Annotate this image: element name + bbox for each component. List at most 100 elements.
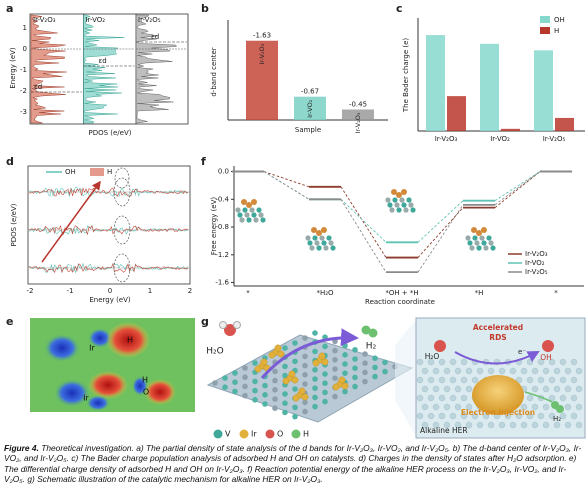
lattice-atom bbox=[460, 358, 468, 366]
x-tick-label: *H bbox=[475, 289, 484, 297]
connector bbox=[340, 186, 387, 258]
connector bbox=[263, 171, 310, 188]
bar bbox=[501, 128, 520, 131]
lattice-atom bbox=[372, 364, 378, 371]
atom-label: H bbox=[127, 336, 133, 345]
panel-label: e bbox=[6, 315, 13, 328]
value-label: -1.63 bbox=[253, 32, 271, 40]
value-label: -0.67 bbox=[301, 88, 319, 96]
ir-atom bbox=[288, 370, 296, 378]
ir-atom bbox=[312, 359, 320, 367]
lattice-atom bbox=[515, 412, 523, 420]
lattice-atom bbox=[449, 358, 457, 366]
pdos-fill bbox=[83, 14, 125, 124]
lattice-atom bbox=[232, 370, 238, 376]
lattice-atom bbox=[282, 409, 288, 416]
y-tick-label: -0.4 bbox=[215, 195, 229, 203]
lattice-atom bbox=[443, 403, 451, 411]
lattice-atom bbox=[454, 403, 462, 411]
structure-atom bbox=[244, 212, 250, 218]
panel-label: a bbox=[6, 2, 13, 15]
lattice-atom bbox=[416, 412, 424, 420]
lattice-atom bbox=[322, 398, 328, 405]
oxygen-atom bbox=[434, 340, 446, 352]
pdos-fill bbox=[135, 14, 177, 124]
catalyst-surface bbox=[206, 334, 414, 423]
lattice-atom bbox=[416, 376, 424, 384]
lattice-atom bbox=[432, 421, 440, 429]
lattice-atom bbox=[421, 385, 429, 393]
atom-label: Ir bbox=[83, 394, 89, 403]
band-center-label: εd bbox=[151, 33, 159, 41]
lattice-atom bbox=[332, 393, 338, 400]
highlight bbox=[113, 177, 131, 207]
lattice-atom bbox=[559, 358, 567, 366]
legend-label: H bbox=[107, 168, 112, 176]
structure-atom bbox=[251, 212, 257, 218]
structure-atom bbox=[260, 217, 266, 223]
lattice-atom bbox=[498, 367, 506, 375]
structure-atom bbox=[467, 240, 473, 246]
lattice-atom bbox=[526, 394, 534, 402]
lattice-atom bbox=[487, 367, 495, 375]
lattice-atom bbox=[449, 412, 457, 420]
lattice-atom bbox=[515, 376, 523, 384]
lattice-atom bbox=[575, 385, 583, 393]
structure-atom bbox=[403, 207, 409, 213]
bar bbox=[294, 96, 326, 120]
lattice-atom bbox=[421, 421, 429, 429]
y-tick-label: 1 bbox=[23, 24, 27, 32]
caption-text: Theoretical investigation. a) The partia… bbox=[4, 443, 582, 485]
lattice-atom bbox=[526, 412, 534, 420]
ir-atom bbox=[298, 387, 306, 395]
caption-title: Figure 4. bbox=[4, 443, 39, 453]
x-tick-label: Ir-V₂O₅ bbox=[543, 135, 566, 143]
reaction-arrow bbox=[260, 328, 359, 379]
panel-label: g bbox=[201, 315, 209, 328]
x-axis-label: Energy (eV) bbox=[89, 296, 131, 304]
legend-label: Ir-V₂O₃ bbox=[525, 250, 548, 258]
lattice-atom bbox=[443, 385, 451, 393]
lattice-atom bbox=[312, 403, 318, 410]
structure-atom bbox=[490, 245, 496, 251]
lattice-atom bbox=[537, 376, 545, 384]
connector bbox=[417, 200, 464, 243]
lattice-atom bbox=[454, 385, 462, 393]
illustration-label: RDS bbox=[489, 333, 506, 342]
lattice-atom bbox=[575, 367, 583, 375]
lattice-atom bbox=[242, 374, 248, 381]
lattice-atom bbox=[526, 358, 534, 366]
lattice-atom bbox=[471, 412, 479, 420]
structure-atom bbox=[472, 235, 478, 241]
lattice-atom bbox=[272, 396, 278, 402]
lattice-atom bbox=[548, 412, 556, 420]
ir-cluster bbox=[472, 375, 524, 415]
lattice-atom bbox=[362, 351, 368, 357]
lattice-atom bbox=[509, 421, 517, 429]
lattice-atom bbox=[232, 379, 238, 386]
illustration-label: OH bbox=[540, 353, 552, 362]
structure-atom bbox=[399, 197, 405, 203]
ir-atom bbox=[274, 344, 282, 352]
structure-atom bbox=[396, 207, 402, 213]
lattice-atom bbox=[416, 358, 424, 366]
lattice-atom bbox=[465, 421, 473, 429]
structure-atom bbox=[256, 207, 262, 213]
structure-atom bbox=[328, 240, 334, 246]
lattice-atom bbox=[531, 403, 539, 411]
pdos-trace bbox=[28, 224, 189, 236]
lattice-atom bbox=[282, 363, 288, 370]
lattice-atom bbox=[302, 335, 308, 341]
legend-label: H bbox=[554, 27, 559, 35]
oxygen-atom bbox=[542, 340, 554, 352]
structure-atom bbox=[311, 227, 317, 233]
release-arrow bbox=[524, 391, 553, 403]
legend-swatch bbox=[540, 16, 550, 23]
lattice-atom bbox=[252, 378, 258, 385]
lattice-atom bbox=[292, 340, 298, 346]
ir-atom bbox=[268, 351, 276, 359]
lattice-atom bbox=[212, 380, 218, 386]
trend-arrow bbox=[41, 180, 101, 263]
lattice-atom bbox=[570, 376, 578, 384]
lattice-atom bbox=[526, 376, 534, 384]
